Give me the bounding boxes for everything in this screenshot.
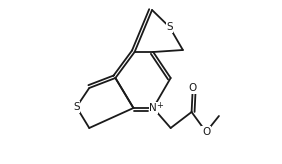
Text: O: O <box>189 83 197 93</box>
Text: S: S <box>73 102 80 112</box>
Text: N: N <box>149 103 157 113</box>
Text: +: + <box>156 101 163 110</box>
Text: O: O <box>202 127 210 137</box>
Text: S: S <box>166 22 173 32</box>
